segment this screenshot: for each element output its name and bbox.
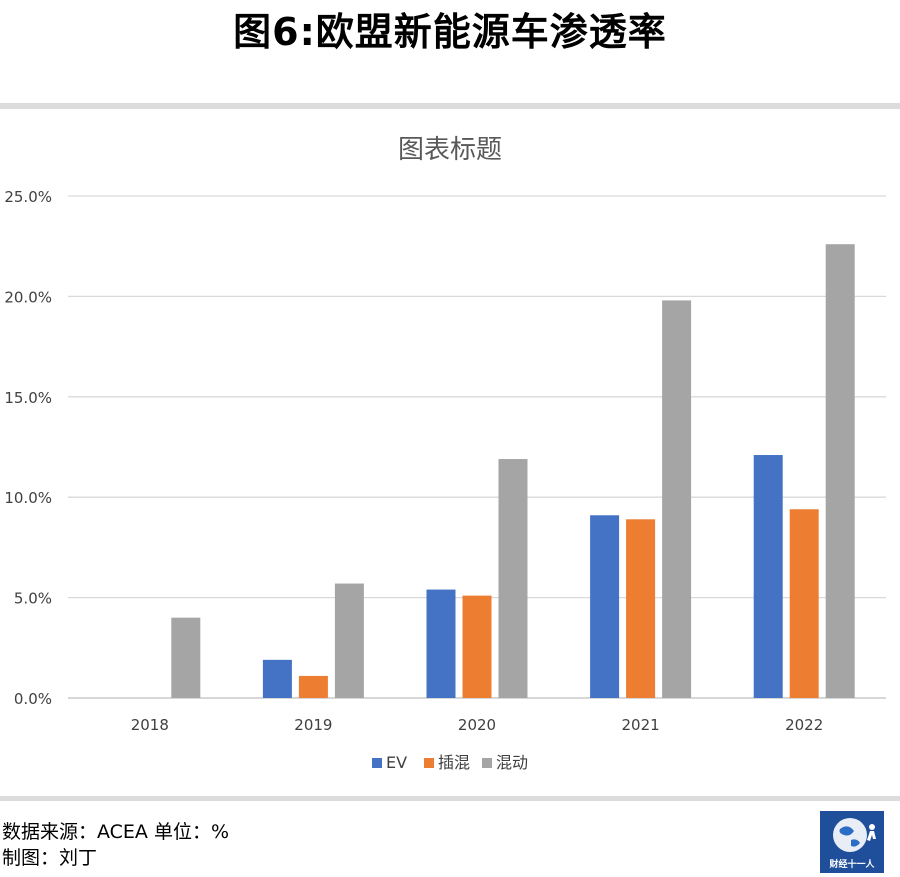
bar-混动-2021	[662, 300, 692, 698]
x-tick-label: 2022	[785, 716, 823, 734]
y-tick-label: 25.0%	[4, 188, 52, 206]
y-tick-label: 20.0%	[4, 288, 52, 306]
page-title: 图6:欧盟新能源车渗透率	[233, 10, 667, 54]
bar-插混-2020	[462, 595, 492, 698]
bar-EV-2020	[426, 589, 456, 698]
bar-混动-2018	[171, 617, 201, 698]
bar-插混-2022	[789, 509, 819, 698]
legend-swatch	[482, 758, 492, 768]
globe-logo-icon	[833, 818, 876, 852]
bar-混动-2019	[334, 583, 364, 698]
footer-divider	[0, 796, 900, 801]
chart-container: 图表标题 0.0% 5.0% 10.0% 15.0% 20.0% 25.0% 2018 201…	[0, 109, 900, 796]
bar-EV-2022	[753, 455, 783, 698]
x-tick-label: 2020	[458, 716, 496, 734]
y-tick-label: 5.0%	[14, 590, 52, 608]
x-tick-label: 2019	[294, 716, 332, 734]
chart-title: 图表标题	[398, 135, 502, 165]
legend-label: 插混	[438, 753, 470, 772]
bar-混动-2022	[825, 244, 855, 698]
legend-label: 混动	[496, 753, 528, 772]
bar-混动-2020	[498, 459, 528, 698]
logo-text: 财经十一人	[829, 860, 875, 870]
brand-logo: 财经十一人	[820, 811, 884, 873]
x-tick-label: 2018	[131, 716, 169, 734]
bar-EV-2019	[262, 659, 292, 698]
chart-maker-text: 制图：刘丁	[2, 847, 98, 869]
x-tick-label: 2021	[622, 716, 660, 734]
legend-swatch	[424, 758, 434, 768]
y-tick-label: 15.0%	[4, 389, 52, 407]
title-divider	[0, 103, 900, 109]
bar-EV-2021	[590, 515, 620, 698]
legend-label: EV	[386, 753, 407, 772]
bar-chart: 图表标题 0.0% 5.0% 10.0% 15.0% 20.0% 25.0% 2018 201…	[4, 135, 886, 772]
bar-插混-2019	[298, 675, 328, 698]
y-tick-label: 10.0%	[4, 489, 52, 507]
bar-插混-2021	[626, 519, 656, 698]
legend-swatch	[372, 758, 382, 768]
data-source-text: 数据来源：ACEA 单位：%	[2, 821, 230, 843]
y-tick-label: 0.0%	[14, 690, 52, 708]
